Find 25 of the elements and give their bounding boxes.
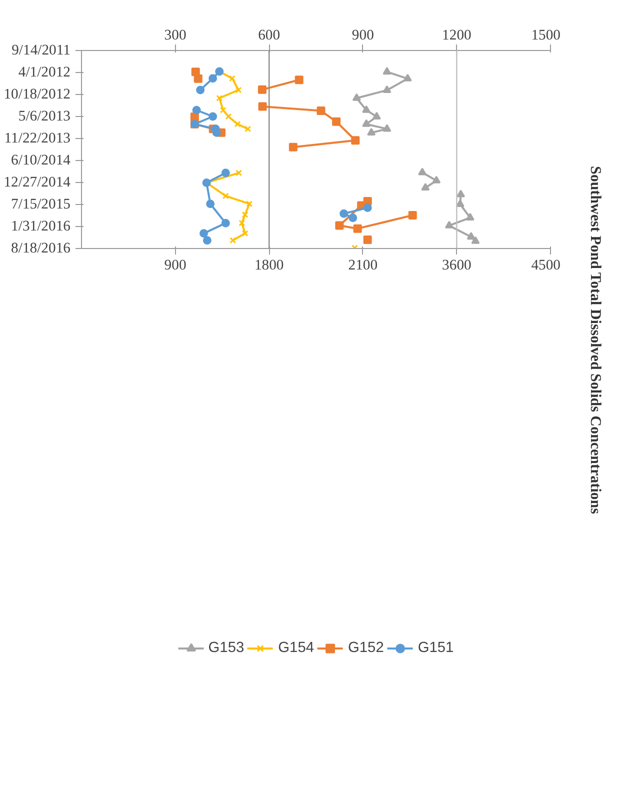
text: 900 xyxy=(164,258,186,274)
y-tick-label: 8/18/2016 xyxy=(11,240,71,256)
y-tick-label: 12/27/2014 xyxy=(4,174,72,190)
x-tick-label: 1500 xyxy=(531,28,560,44)
y-tick-label: 1/31/2016 xyxy=(11,218,71,234)
y-tick-label: 4/1/2012 xyxy=(18,64,71,80)
legend-label: G151 xyxy=(418,640,454,656)
text: 1800 xyxy=(254,258,284,274)
y-tick-label: 11/22/2013 xyxy=(4,130,71,146)
text: 3600 xyxy=(442,258,472,274)
legend-label: G154 xyxy=(278,640,314,656)
x-tick-label: 1200 xyxy=(442,28,472,44)
x-tick-label: 600 xyxy=(258,28,280,44)
text: 4500 xyxy=(531,258,560,274)
y-tick-label: 9/14/2011 xyxy=(12,42,71,58)
y-tick-label: 6/10/2014 xyxy=(11,152,72,168)
text: Southwest Pond Total Dissolved Solids Concentrations xyxy=(586,166,604,514)
x-tick-label: 900 xyxy=(352,28,374,44)
y-tick-label: 7/15/2015 xyxy=(11,196,71,212)
legend-label: G153 xyxy=(208,640,244,656)
y-tick-label: 5/6/2013 xyxy=(18,108,71,124)
y-tick-label: 10/18/2012 xyxy=(4,86,71,102)
legend-label: G152 xyxy=(348,640,384,656)
x-tick-label: 300 xyxy=(164,28,186,44)
text: 2100 xyxy=(348,258,378,274)
